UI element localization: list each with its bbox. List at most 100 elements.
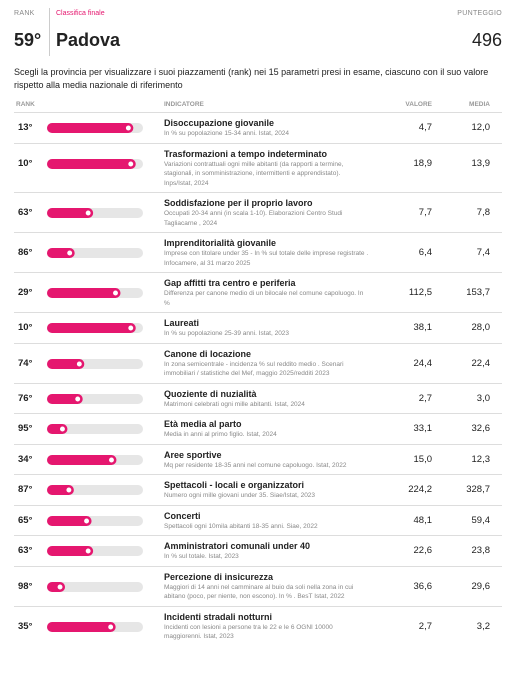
value: 36,6 [413,580,433,592]
rank-bar [47,454,143,465]
value: 22,6 [413,545,433,557]
average: 3,0 [476,392,490,404]
indicator-title: Quoziente di nuzialità [164,388,257,399]
value: 2,7 [418,620,432,632]
bar-fill [47,123,134,134]
bar-fill [47,393,83,404]
value: 15,0 [413,453,433,465]
indicator: Trasformazioni a tempo indeterminato Vari… [164,144,369,193]
rank: 87° [18,484,33,496]
indicator: Amministratori comunali under 40 In % sul… [164,536,369,566]
rank-bar [47,621,143,632]
column-label: INDICATORE [164,101,204,108]
rank: 13° [18,122,33,134]
indicator-description: Numero ogni mille giovani under 35. Siae… [164,492,316,499]
rank: 29° [18,287,33,298]
value: 24,4 [413,357,433,369]
bar-knob [84,209,93,217]
bar-fill [47,323,136,334]
indicator-title: Incidenti stradali notturni [164,611,273,622]
average: 328,7 [466,484,490,496]
rank: 74° [18,357,33,369]
indicator-description: Variazioni contrattuali ogni mille abita… [164,160,344,187]
average: 7,8 [476,207,490,218]
bar-knob [126,159,135,168]
indicator-description: In % su popolazione 25-39 anni. Istat, 2… [164,330,290,337]
table-row: Incidenti stradali notturni Incidenti con… [14,605,502,646]
bar-knob [75,359,84,368]
header: RANK Classifica finale PUNTEGGIO 59° Pad… [14,8,502,56]
rank-bar [47,123,143,134]
rank-bar [47,485,143,496]
rank: 35° [18,620,33,632]
table-row: Gap affitti tra centro e periferia Differ… [14,272,502,312]
indicator-description: Maggiori di 14 anni nel camminare al bui… [164,583,354,601]
average: 32,6 [471,423,491,435]
table-row: Spettacoli - locali e organizzatori Numer… [14,474,502,505]
average: 153,7 [466,287,490,298]
indicator: Aree sportive Mq per residente 18-35 anni… [164,445,369,475]
intro: Scegli la provincia per visualizzare i s… [14,67,489,90]
value: 6,4 [418,247,432,258]
rank: 95° [18,423,33,435]
province: Padova [56,30,121,50]
bar-track [47,581,143,592]
table-row: Amministratori comunali under 40 In % sul… [14,535,502,566]
bar-fill [47,288,121,298]
average: 3,2 [476,620,490,632]
indicator-title: Aree sportive [164,449,222,460]
average: 29,6 [471,580,491,592]
table-row: Età media al parto Media in anni al primo… [14,413,502,444]
indicator: Laureati In % su popolazione 25-39 anni. … [164,313,369,343]
bar-fill [47,621,116,632]
bar-knob [82,516,91,525]
indicator-description: Mq per residente 18-35 anni nel comune c… [164,461,347,469]
indicator-description: Spettacoli ogni 10mila abitanti 18-35 an… [164,522,318,530]
average: 23,8 [471,545,491,557]
column-label: RANK [16,101,35,108]
value: 33,1 [413,423,433,435]
value: 18,9 [413,157,433,169]
indicator-title: Soddisfazione per il proprio lavoro [164,198,313,208]
rank: 10° [18,157,33,169]
indicator-title: Spettacoli - locali e organizzatori [164,480,305,490]
bar-fill [47,546,94,557]
average: 7,4 [476,247,490,258]
average: 28,0 [471,322,491,334]
indicator: Età media al parto Media in anni al primo… [164,414,369,444]
indicator-title: Imprenditorialità giovanile [164,238,277,248]
average: 13,9 [471,157,491,169]
bar-knob [124,124,133,133]
table-row: Canone di locazione In zona semicentrale … [14,342,502,383]
rank: 63° [18,545,33,557]
table: Disoccupazione giovanile In % su popolazi… [14,112,502,646]
bar-knob [64,486,73,495]
bar-knob [107,455,116,464]
indicator-title: Età media al parto [164,419,242,429]
rank-bar [47,546,143,557]
bar-fill [47,515,92,526]
indicator-description: In zona semicentrale - incidenza % sul r… [164,360,344,378]
table-row: Trasformazioni a tempo indeterminato Vari… [14,142,502,193]
rank: 98° [18,580,33,592]
rank-bar [47,248,143,258]
bar-knob [126,324,135,333]
ranking-label: Classifica finale [56,10,105,17]
value: 2,7 [418,392,432,404]
rank: 76° [18,392,33,404]
rank: 10° [18,322,33,334]
bar-fill [47,454,117,465]
bar-knob [106,622,115,631]
indicator-title: Trasformazioni a tempo indeterminato [164,148,328,159]
rank-bar [47,288,143,298]
bar-knob [84,547,93,556]
bar-knob [111,289,120,297]
indicator-title: Canone di locazione [164,348,252,359]
value: 7,7 [418,207,432,218]
indicator: Soddisfazione per il proprio lavoro Occup… [164,193,369,232]
indicator-description: In % sul totale. Istat, 2023 [164,553,239,560]
table-row: Imprenditorialità giovanile Imprese con t… [14,232,502,272]
indicator-description: Occupati 20-34 anni (in scala 1-10). Ela… [164,210,343,227]
rank-label: RANK [14,10,35,17]
